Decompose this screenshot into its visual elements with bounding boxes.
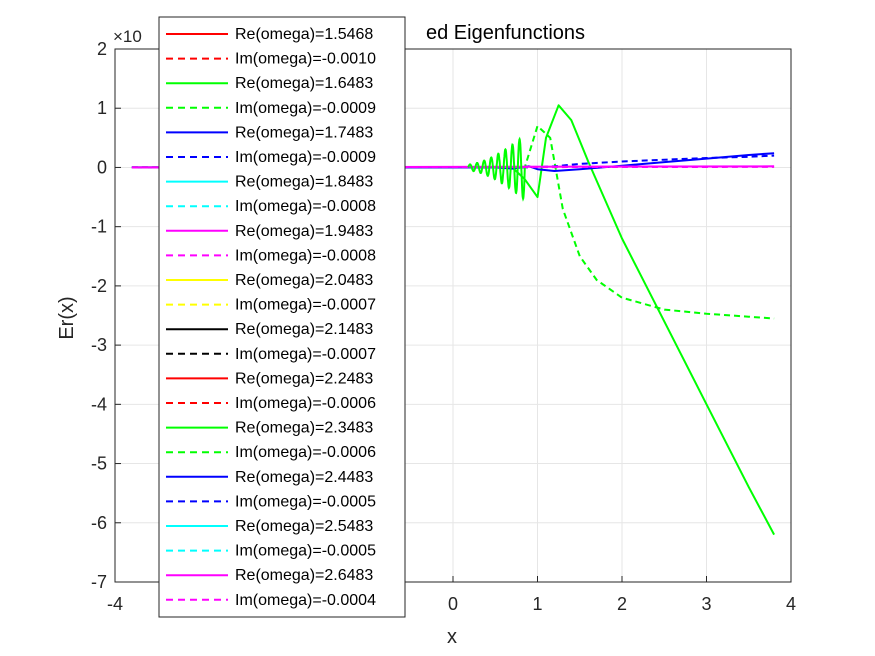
- legend-label: Im(omega)=-0.0005: [235, 543, 376, 560]
- legend-label: Im(omega)=-0.0008: [235, 198, 376, 215]
- y-axis-label: Er(x): [56, 296, 78, 339]
- x-tick-label: -4: [107, 594, 123, 614]
- series-line: [131, 125, 775, 320]
- x-tick-label: 0: [448, 594, 458, 614]
- legend-label: Re(omega)=2.4483: [235, 469, 373, 486]
- x-tick-label: 3: [701, 594, 711, 614]
- y-tick-label: -4: [91, 394, 107, 414]
- legend-label: Im(omega)=-0.0008: [235, 247, 376, 264]
- y-tick-label: -5: [91, 454, 107, 474]
- x-axis-label: x: [447, 626, 457, 648]
- legend-label: Re(omega)=1.6483: [235, 75, 373, 92]
- legend-label: Im(omega)=-0.0010: [235, 51, 376, 68]
- y-tick-label: -1: [91, 217, 107, 237]
- legend-label: Re(omega)=2.3483: [235, 420, 373, 437]
- legend-label: Im(omega)=-0.0009: [235, 100, 376, 117]
- y-tick-label: 0: [97, 157, 107, 177]
- legend-label: Im(omega)=-0.0007: [235, 297, 376, 314]
- legend-label: Re(omega)=2.6483: [235, 567, 373, 584]
- exponent-label: ×10: [113, 27, 142, 46]
- legend-label: Re(omega)=1.9483: [235, 223, 373, 240]
- chart-title: ed Eigenfunctions: [426, 22, 585, 44]
- y-tick-label: 1: [97, 98, 107, 118]
- legend-label: Im(omega)=-0.0009: [235, 149, 376, 166]
- legend-box: [158, 16, 406, 618]
- legend-label: Im(omega)=-0.0006: [235, 444, 376, 461]
- y-tick-label: -6: [91, 513, 107, 533]
- legend-label: Im(omega)=-0.0006: [235, 395, 376, 412]
- legend-label: Re(omega)=2.5483: [235, 518, 373, 535]
- legend-label: Re(omega)=1.8483: [235, 174, 373, 191]
- legend-label: Re(omega)=1.7483: [235, 124, 373, 141]
- legend-label: Re(omega)=1.5468: [235, 26, 373, 43]
- x-tick-label: 1: [532, 594, 542, 614]
- y-tick-label: -3: [91, 335, 107, 355]
- x-tick-label: 2: [617, 594, 627, 614]
- y-tick-label: -7: [91, 572, 107, 592]
- legend-label: Im(omega)=-0.0007: [235, 346, 376, 363]
- y-tick-label: -2: [91, 276, 107, 296]
- legend-label: Re(omega)=2.1483: [235, 321, 373, 338]
- y-tick-label: 2: [97, 39, 107, 59]
- legend-label: Re(omega)=2.0483: [235, 272, 373, 289]
- series-line: [131, 165, 775, 169]
- legend-label: Im(omega)=-0.0005: [235, 493, 376, 510]
- legend-label: Im(omega)=-0.0004: [235, 592, 376, 609]
- series-oscillation: [467, 136, 526, 202]
- legend-label: Re(omega)=2.2483: [235, 370, 373, 387]
- legend: Re(omega)=1.5468 Im(omega)=-0.0010 Re(omeg…: [158, 16, 406, 618]
- x-tick-label: 4: [786, 594, 796, 614]
